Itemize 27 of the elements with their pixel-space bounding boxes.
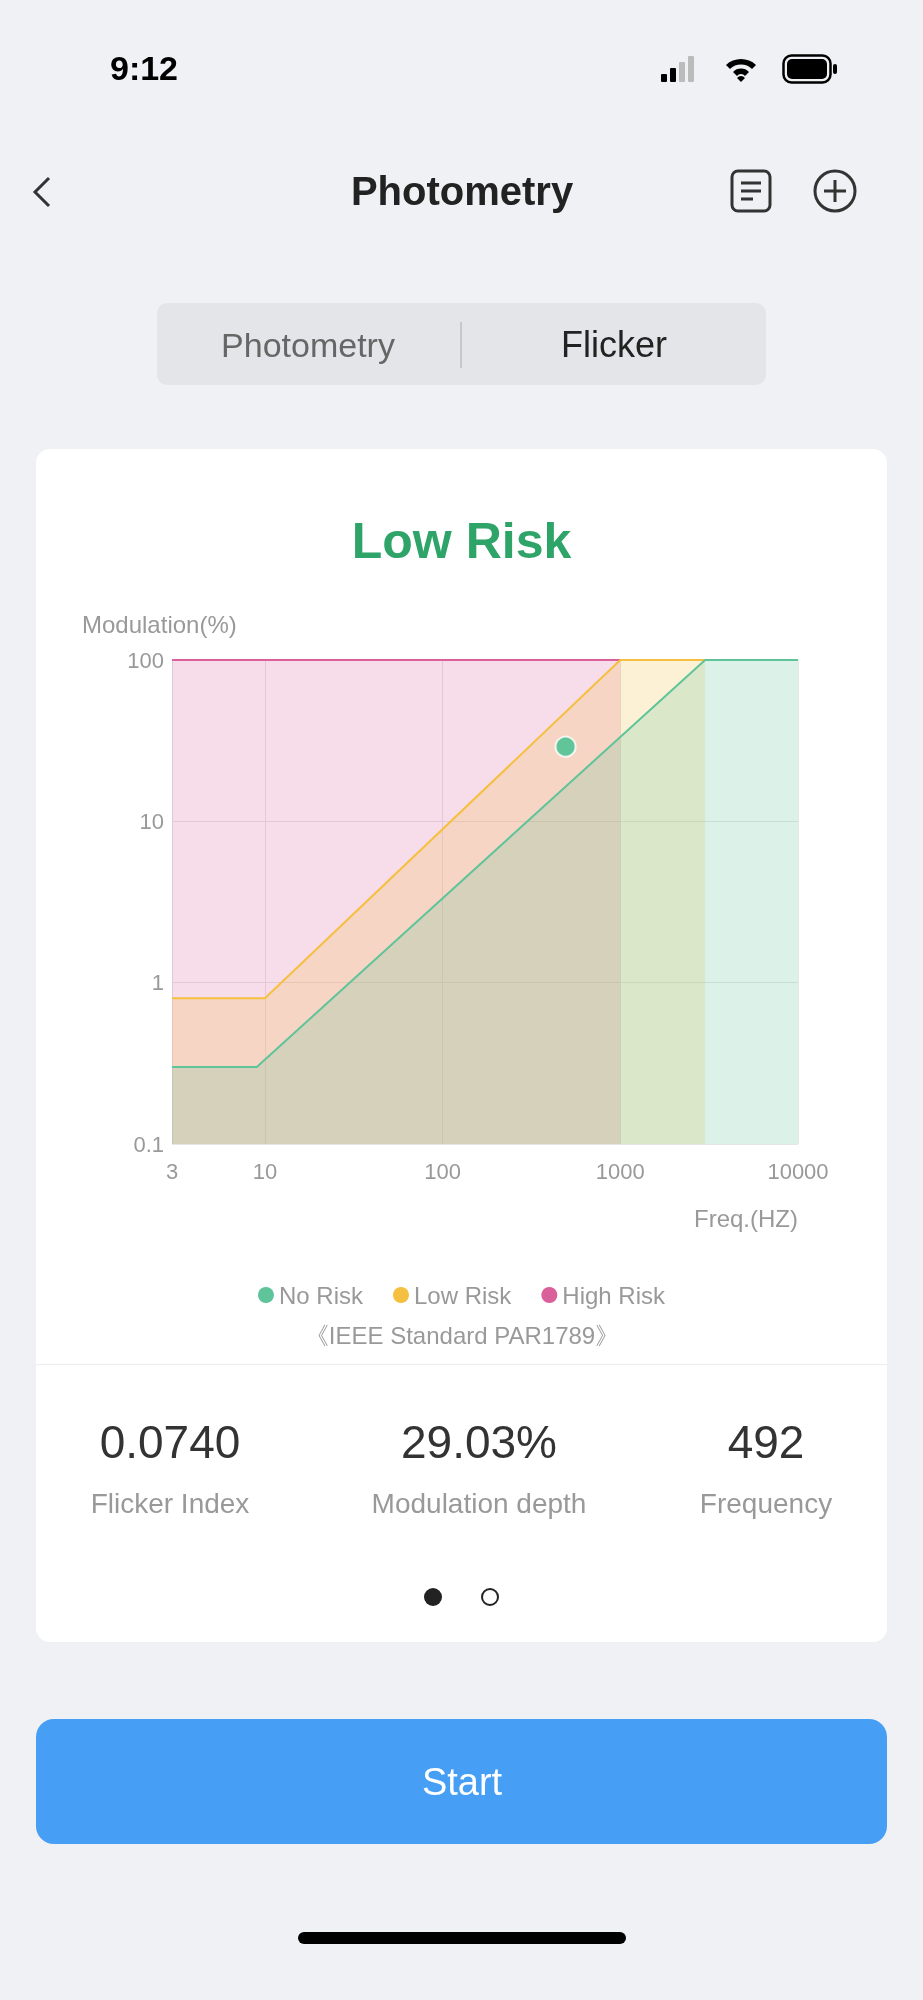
- text: Flicker: [561, 324, 667, 366]
- x-tick-label: 100: [424, 1158, 461, 1184]
- y-tick-label: 1: [151, 970, 164, 996]
- text: Photometry: [350, 168, 574, 214]
- y-axis-title: Modulation(%): [82, 610, 237, 638]
- text: Modulation depth: [371, 1488, 587, 1520]
- y-tick-label: 10: [139, 808, 164, 834]
- legend-label: Low Risk: [413, 1281, 513, 1309]
- x-axis-title: Freq.(HZ): [694, 1204, 798, 1232]
- text: Flicker Index: [90, 1488, 250, 1520]
- y-tick-label: 0.1: [133, 1131, 164, 1157]
- text: 《IEEE Standard PAR1789》: [304, 1321, 620, 1351]
- x-tick-label: 10000: [767, 1158, 829, 1184]
- y-tick-label: 100: [127, 647, 164, 673]
- chart-title: Low Risk: [351, 513, 572, 569]
- text: 0.0740: [99, 1415, 241, 1469]
- text: 29.03%: [400, 1415, 558, 1469]
- text: Frequency: [699, 1488, 833, 1520]
- legend-label: No Risk: [278, 1281, 364, 1309]
- legend-label: High Risk: [562, 1281, 667, 1309]
- text: Start: [421, 1760, 503, 1804]
- text: Photometry: [221, 325, 395, 365]
- x-tick-label: 3: [165, 1158, 179, 1184]
- x-tick-label: 1000: [595, 1158, 645, 1184]
- x-tick-label: 10: [252, 1158, 278, 1184]
- text: 9:12: [109, 48, 179, 88]
- text: 492: [727, 1415, 805, 1469]
